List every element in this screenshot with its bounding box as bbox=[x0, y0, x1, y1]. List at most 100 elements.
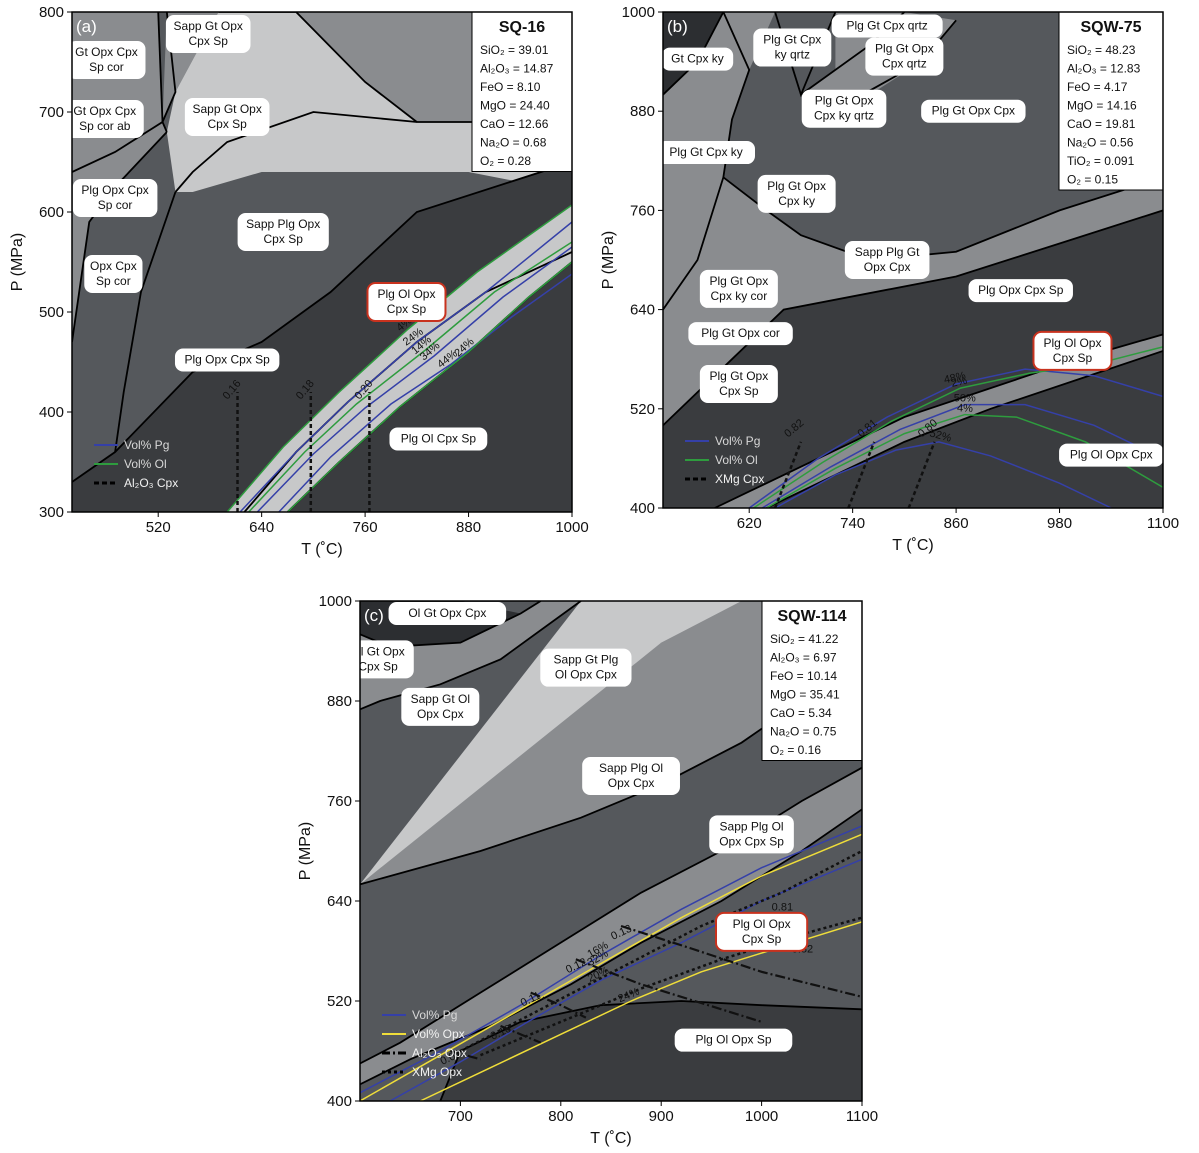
field-boundary bbox=[157, 12, 164, 123]
composition-box bbox=[761, 600, 863, 761]
field-label: Plg Ol Opx Sp bbox=[674, 1028, 793, 1052]
phase-field bbox=[663, 177, 1163, 426]
legend-label: Al₂O₃ Cpx bbox=[124, 476, 178, 490]
x-tick-label: 1000 bbox=[745, 1108, 778, 1125]
field-box bbox=[709, 815, 794, 854]
field-box bbox=[753, 28, 832, 67]
legend-label: XMg Cpx bbox=[715, 472, 764, 486]
field-label-text: Sapp Gt Ol bbox=[411, 692, 470, 706]
composition-line: TiO₂ = 0.091 bbox=[1067, 154, 1135, 168]
isopleth-label: 48% bbox=[943, 370, 967, 386]
field-boundary bbox=[218, 12, 418, 123]
y-tick-label: 400 bbox=[327, 1093, 352, 1110]
field-label: Plg Gt Opx cor bbox=[688, 322, 793, 346]
isopleth-ol bbox=[248, 241, 572, 512]
phase-field bbox=[714, 334, 1163, 508]
field-label-text: Plg Gt Opx bbox=[815, 94, 874, 108]
x-tick-label: 1100 bbox=[1147, 515, 1179, 532]
isopleth-pg bbox=[761, 403, 1163, 508]
field-label-text: Plg Gt Cpx qrtz bbox=[846, 19, 927, 33]
legend-label: Vol% Ol bbox=[124, 457, 167, 471]
composition-line: Na₂O = 0.68 bbox=[480, 136, 547, 150]
isopleth-ol bbox=[766, 413, 1163, 508]
field-label-text: Plg Gt Opx cor bbox=[701, 326, 780, 340]
field-box bbox=[401, 687, 480, 726]
y-axis-title: P (MPa) bbox=[297, 822, 314, 880]
field-label-text: Cpx qrtz bbox=[882, 57, 927, 71]
y-tick-label: 640 bbox=[327, 893, 352, 910]
field-box bbox=[865, 37, 944, 76]
highlight-field-box bbox=[366, 282, 447, 322]
field-label-text: Plg Gt Opx Cpx bbox=[932, 104, 1015, 118]
xmg-cpx-line bbox=[847, 441, 876, 508]
field-box bbox=[540, 648, 632, 687]
x-axis-title: T (˚C) bbox=[892, 537, 933, 554]
composition-line: Al₂O₃ = 12.83 bbox=[1067, 62, 1141, 76]
field-label-text: Sapp Plg Gt bbox=[855, 245, 920, 259]
field-box bbox=[968, 279, 1073, 303]
field-box bbox=[360, 640, 414, 679]
field-label-text: Sapp Plg Opx bbox=[246, 217, 320, 231]
field-box bbox=[174, 348, 280, 372]
field-box bbox=[582, 757, 680, 795]
field-label: Plg Opx Cpx Sp bbox=[968, 279, 1073, 303]
panel-letter: (c) bbox=[364, 606, 384, 625]
field-boundary bbox=[360, 808, 862, 1086]
sample-name: SQ-16 bbox=[499, 19, 545, 36]
xmg-opx-line bbox=[459, 849, 862, 1053]
field-label-text: Sapp Gt Opx bbox=[192, 102, 261, 116]
field-label-text: Plg Ol Opx bbox=[733, 917, 791, 931]
panel-letter: (a) bbox=[76, 17, 97, 36]
field-label-text: Plg Ol Opx bbox=[377, 287, 435, 301]
al2o3-opx-line bbox=[575, 958, 762, 1023]
field-label-text: Gt Opx Cpx bbox=[75, 45, 138, 59]
al2o3-opx-line bbox=[620, 924, 862, 998]
field-label: Plg Gt Cpx ky bbox=[663, 141, 756, 165]
field-label-text: Opx Cpx bbox=[864, 260, 911, 274]
field-label-text: Ol Gt Opx Cpx bbox=[408, 606, 486, 620]
composition-line: SiO₂ = 48.23 bbox=[1067, 43, 1136, 57]
field-label-text: Ol Gt Opx bbox=[351, 644, 404, 658]
field-label-text: Plg Opx Cpx Sp bbox=[184, 353, 270, 367]
field-label: Gt Cpx ky bbox=[663, 47, 734, 71]
field-boundary bbox=[114, 191, 177, 453]
composition-line: O₂ = 0.28 bbox=[480, 154, 531, 168]
x-tick-label: 900 bbox=[649, 1108, 674, 1125]
legend-label: XMg Opx bbox=[412, 1065, 462, 1079]
legend-label: Vol% Ol bbox=[715, 453, 758, 467]
field-label-text: Sp cor bbox=[96, 274, 131, 288]
xmg-opx-line bbox=[480, 916, 862, 1057]
field-label-text: Plg Opx Cpx Sp bbox=[978, 283, 1064, 297]
x-tick-label: 760 bbox=[353, 519, 378, 536]
xmg-cpx-line bbox=[773, 441, 803, 508]
x-tick-label: 800 bbox=[548, 1108, 573, 1125]
field-label-text: Gt Opx Cpx bbox=[73, 104, 136, 118]
field-box bbox=[674, 1028, 793, 1052]
composition-line: SiO₂ = 41.22 bbox=[770, 632, 839, 646]
field-label-text: Plg Ol Opx Sp bbox=[695, 1033, 771, 1047]
phase-field bbox=[360, 601, 581, 710]
composition-line: O₂ = 0.16 bbox=[770, 743, 821, 757]
plot-frame bbox=[71, 11, 573, 513]
isopleth-pg bbox=[774, 441, 1112, 508]
field-box bbox=[237, 213, 329, 251]
field-label-text: Plg Gt Cpx bbox=[763, 33, 821, 47]
field-label-text: Opx Cpx bbox=[417, 707, 464, 721]
composition-box bbox=[471, 11, 573, 172]
field-label-text: Plg Ol Opx bbox=[1043, 336, 1101, 350]
x-tick-label: 980 bbox=[1047, 515, 1072, 532]
x-axis-title: T (˚C) bbox=[301, 541, 342, 558]
field-label: Plg Gt Cpx qrtz bbox=[831, 14, 943, 38]
x-tick-label: 620 bbox=[737, 515, 762, 532]
plot-frame bbox=[662, 11, 1164, 509]
composition-line: FeO = 8.10 bbox=[480, 80, 541, 94]
